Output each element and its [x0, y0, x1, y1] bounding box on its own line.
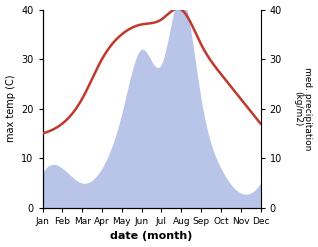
X-axis label: date (month): date (month)	[110, 231, 193, 242]
Y-axis label: max temp (C): max temp (C)	[5, 75, 16, 143]
Y-axis label: med. precipitation
(kg/m2): med. precipitation (kg/m2)	[293, 67, 313, 150]
